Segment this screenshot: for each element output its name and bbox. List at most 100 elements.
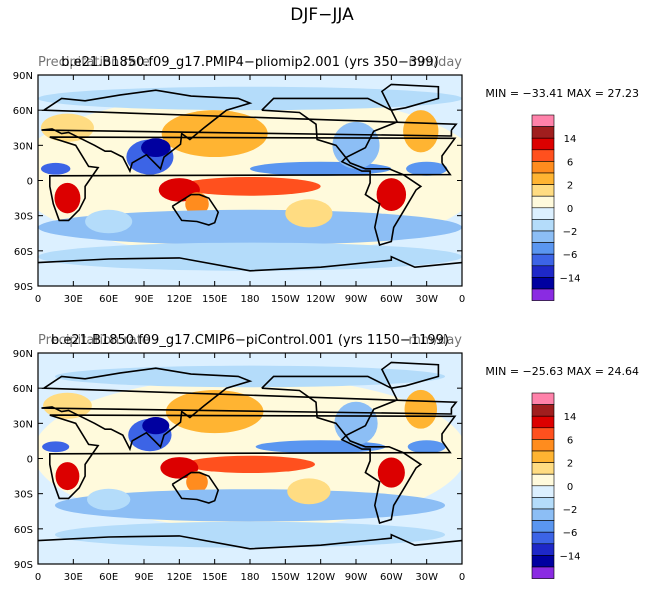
colorbar-label: −6 xyxy=(563,528,578,539)
panel-title: b.e21.B1850.f09_g17.PMIP4−pliomip2.001 (… xyxy=(61,55,439,70)
colorbar-label: 2 xyxy=(567,459,573,470)
x-tick-label: 60W xyxy=(380,294,403,305)
x-tick-label: 120W xyxy=(306,294,335,305)
colorbar-box xyxy=(531,485,555,498)
y-tick-label: 90N xyxy=(13,349,33,360)
x-tick-label: 90W xyxy=(345,572,368,583)
coastlines xyxy=(38,361,462,550)
field-region xyxy=(285,199,333,228)
field-region xyxy=(179,176,321,196)
x-tick-label: 150W xyxy=(271,572,300,583)
panel-1: b.e21.B1850.f09_g17.PMIP4−pliomip2.001 (… xyxy=(13,55,639,305)
coastline xyxy=(171,193,220,226)
colorbar-box xyxy=(531,149,555,162)
colorbar-label: 14 xyxy=(564,134,577,145)
x-tick-label: 180 xyxy=(240,294,259,305)
colorbar-box xyxy=(531,242,555,255)
colorbar-box xyxy=(531,462,555,475)
colorbar-box xyxy=(531,520,555,533)
y-tick-label: 0 xyxy=(27,177,33,188)
x-tick-label: 0 xyxy=(459,294,465,305)
colorbar-box xyxy=(531,161,555,174)
coastline xyxy=(171,471,220,504)
x-tick-label: 180 xyxy=(240,572,259,583)
coastlines xyxy=(38,83,462,272)
coastline xyxy=(38,255,462,272)
colorbar-box xyxy=(531,230,555,243)
colorbar-box xyxy=(531,566,555,579)
colorbar-box xyxy=(531,219,555,232)
colorbar-box xyxy=(531,427,555,440)
x-tick-label: 0 xyxy=(35,294,41,305)
colorbar-label: 6 xyxy=(567,157,573,168)
y-tick-label: 30N xyxy=(13,141,33,152)
coastline xyxy=(261,375,423,525)
colorbar-box xyxy=(531,473,555,487)
field-region xyxy=(54,489,446,522)
y-tick-label: 60N xyxy=(13,384,33,395)
field-region xyxy=(40,113,94,142)
colorbar-box xyxy=(531,265,555,278)
colorbar-box xyxy=(531,508,555,521)
colorbar-box xyxy=(531,497,555,510)
figure-title: DJF−JJA xyxy=(290,5,354,25)
y-tick-label: 30S xyxy=(14,490,33,501)
colorbar-box xyxy=(531,439,555,452)
field-region xyxy=(54,182,81,214)
y-tick-label: 90S xyxy=(14,282,33,293)
colorbar-box xyxy=(531,137,555,151)
colorbar-box xyxy=(531,114,555,127)
colorbar-box xyxy=(531,277,555,290)
field-region xyxy=(165,390,264,434)
field-region xyxy=(184,455,316,473)
y-tick-label: 0 xyxy=(27,455,33,466)
field-region xyxy=(377,457,405,488)
coastline xyxy=(49,414,457,500)
coastline xyxy=(41,367,458,452)
precip-field xyxy=(38,75,462,286)
field-region xyxy=(406,161,448,176)
field-region xyxy=(55,462,80,491)
field-region xyxy=(287,478,331,505)
min-max-stats: MIN = −25.63 MAX = 24.64 xyxy=(485,365,639,378)
field-region xyxy=(43,392,92,419)
y-tick-label: 90N xyxy=(13,71,33,82)
colorbar-box xyxy=(531,288,555,301)
coastline xyxy=(380,361,440,389)
field-region xyxy=(141,138,171,158)
field-region xyxy=(404,389,438,429)
field-region xyxy=(38,86,462,111)
colorbar-box xyxy=(531,195,555,209)
units-label: mm/day xyxy=(408,333,462,348)
x-tick-label: 60E xyxy=(99,294,118,305)
field-region xyxy=(403,110,439,153)
field-region xyxy=(54,521,446,548)
x-tick-label: 90E xyxy=(134,572,153,583)
field-region xyxy=(86,488,131,511)
colorbar-box xyxy=(531,415,555,429)
left-title: Precipitation rate xyxy=(38,333,150,348)
colorbar-box xyxy=(531,253,555,267)
colorbar-box xyxy=(531,555,555,568)
units-label: mm/day xyxy=(408,55,462,70)
x-tick-label: 90E xyxy=(134,294,153,305)
colorbar: 14 6 2 0 −2 −6 −14 xyxy=(531,392,581,579)
precip-field xyxy=(38,353,462,564)
field-region xyxy=(334,401,378,445)
field-region xyxy=(38,209,462,245)
colorbar-label: −2 xyxy=(563,227,578,238)
colorbar-label: −14 xyxy=(559,551,580,562)
colorbar-label: −14 xyxy=(559,273,580,284)
x-tick-label: 60W xyxy=(380,572,403,583)
colorbar-box xyxy=(531,450,555,463)
x-tick-label: 30W xyxy=(415,294,438,305)
x-tick-label: 120E xyxy=(167,572,192,583)
colorbar-label: −2 xyxy=(563,505,578,516)
x-tick-label: 0 xyxy=(459,572,465,583)
colorbar-box xyxy=(531,543,555,556)
field-region xyxy=(161,110,268,158)
x-tick-label: 30E xyxy=(64,294,83,305)
field-region xyxy=(332,121,380,169)
colorbar-box xyxy=(531,172,555,185)
colorbar-label: 0 xyxy=(567,204,573,215)
